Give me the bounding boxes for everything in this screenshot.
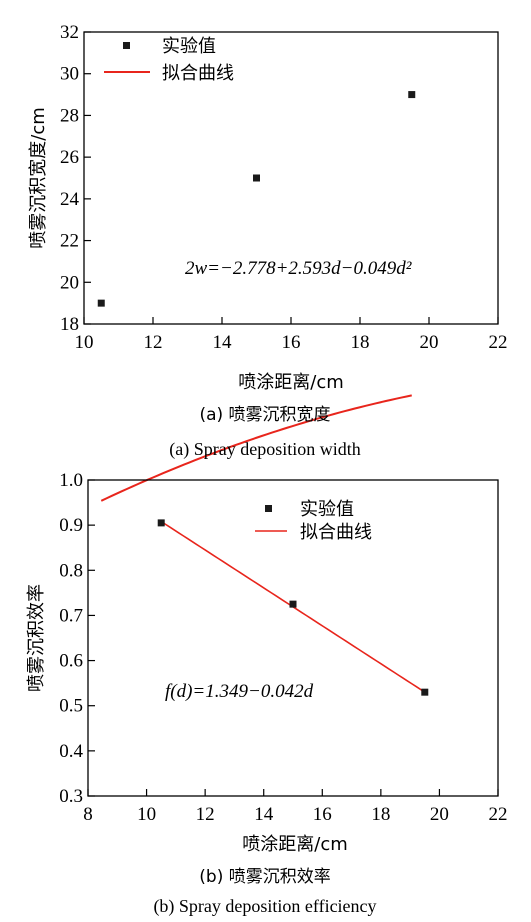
legend-label-points-b: 实验值 bbox=[300, 499, 354, 520]
y-axis-label-b: 喷雾沉积效率 bbox=[26, 584, 47, 692]
legend-b: 实验值 拟合曲线 bbox=[255, 499, 372, 543]
x-tick-label: 12 bbox=[196, 804, 215, 825]
caption-zh-b: (b) 喷雾沉积效率 bbox=[199, 867, 330, 887]
x-ticks-a: 10 12 14 16 18 20 22 bbox=[75, 317, 508, 353]
x-tick-label: 16 bbox=[313, 804, 332, 825]
fit-curve-a bbox=[100, 394, 412, 502]
y-tick-label: 0.3 bbox=[59, 786, 83, 807]
x-tick-label: 14 bbox=[213, 332, 233, 353]
data-point bbox=[253, 174, 260, 182]
x-axis-label-a: 喷涂距离/cm bbox=[238, 372, 344, 393]
y-tick-label: 0.5 bbox=[59, 696, 83, 717]
y-tick-label: 18 bbox=[60, 314, 79, 335]
legend-marker-points-b bbox=[265, 505, 272, 512]
y-axis-label-a: 喷雾沉积宽度/cm bbox=[28, 107, 49, 249]
x-tick-label: 10 bbox=[75, 332, 94, 353]
caption-en-a: (a) Spray deposition width bbox=[169, 439, 360, 460]
y-tick-label: 28 bbox=[60, 105, 79, 126]
y-tick-label: 0.4 bbox=[59, 741, 83, 762]
legend-label-points-a: 实验值 bbox=[162, 36, 216, 57]
chart-a-deposition-width: 18 20 22 24 26 28 30 32 10 12 14 16 18 20 22 实验值 拟合曲线… bbox=[28, 22, 508, 502]
x-tick-label: 22 bbox=[489, 804, 508, 825]
x-tick-label: 22 bbox=[489, 332, 508, 353]
x-tick-label: 8 bbox=[83, 804, 93, 825]
y-tick-label: 0.9 bbox=[59, 515, 83, 536]
data-point bbox=[408, 91, 416, 99]
x-tick-label: 20 bbox=[430, 804, 449, 825]
y-tick-label: 22 bbox=[60, 231, 79, 252]
y-ticks-a: 18 20 22 24 26 28 30 32 bbox=[60, 22, 91, 335]
equation-b: f(d)=1.349−0.042d bbox=[165, 681, 314, 702]
y-tick-label: 0.6 bbox=[59, 651, 83, 672]
x-tick-label: 20 bbox=[420, 332, 439, 353]
data-point bbox=[97, 299, 105, 307]
y-tick-label: 1.0 bbox=[59, 470, 83, 491]
data-point bbox=[421, 688, 429, 696]
equation-a: 2w=−2.778+2.593d−0.049d² bbox=[185, 258, 412, 279]
legend-marker-points-a bbox=[123, 42, 130, 49]
y-tick-label: 0.7 bbox=[59, 605, 83, 626]
y-tick-label: 20 bbox=[60, 272, 79, 293]
plot-frame-a bbox=[83, 31, 499, 325]
plot-frame-b bbox=[87, 479, 499, 797]
x-ticks-b: 8 10 12 14 16 18 20 22 bbox=[83, 789, 508, 825]
y-ticks-b: 0.3 0.4 0.5 0.6 0.7 0.8 0.9 1.0 bbox=[59, 470, 95, 807]
x-tick-label: 10 bbox=[137, 804, 156, 825]
x-tick-label: 16 bbox=[282, 332, 301, 353]
caption-zh-a: (a) 喷雾沉积宽度 bbox=[199, 405, 330, 425]
x-tick-label: 14 bbox=[254, 804, 274, 825]
data-point bbox=[289, 600, 297, 608]
legend-label-fit-a: 拟合曲线 bbox=[162, 63, 234, 84]
y-tick-label: 24 bbox=[60, 189, 80, 210]
y-tick-label: 0.8 bbox=[59, 560, 83, 581]
x-axis-label-b: 喷涂距离/cm bbox=[242, 834, 348, 855]
x-tick-label: 18 bbox=[351, 332, 370, 353]
data-point bbox=[157, 519, 165, 527]
y-tick-label: 26 bbox=[60, 147, 79, 168]
chart-b-deposition-efficiency: 0.3 0.4 0.5 0.6 0.7 0.8 0.9 1.0 8 10 12 14 16 18 20 22… bbox=[26, 470, 508, 917]
legend-a: 实验值 拟合曲线 bbox=[104, 36, 234, 84]
y-tick-label: 30 bbox=[60, 64, 79, 85]
caption-en-b: (b) Spray deposition efficiency bbox=[153, 896, 376, 917]
legend-label-fit-b: 拟合曲线 bbox=[300, 522, 372, 543]
x-tick-label: 18 bbox=[371, 804, 390, 825]
data-points-b bbox=[157, 519, 429, 696]
y-tick-label: 32 bbox=[60, 22, 79, 43]
x-tick-label: 12 bbox=[144, 332, 163, 353]
fit-line bbox=[100, 394, 412, 502]
data-points-a bbox=[97, 91, 416, 307]
